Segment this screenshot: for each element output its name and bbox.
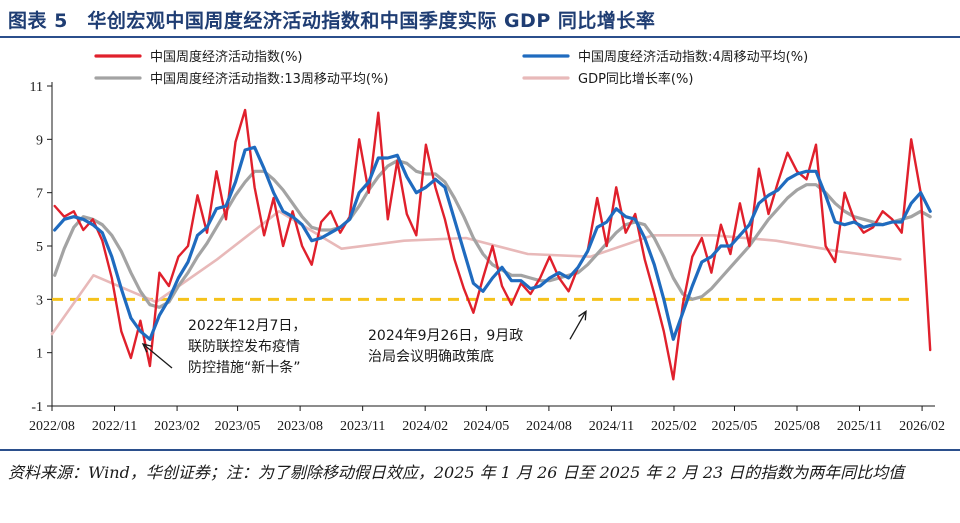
x-tick-label: 2023/08 <box>277 419 323 434</box>
legend-label-ma4-line: 中国周度经济活动指数:4周移动平均(%) <box>578 49 808 65</box>
x-tick-label: 2023/02 <box>154 419 200 434</box>
series-ma13-line <box>53 159 932 309</box>
x-tick-label: 2023/05 <box>215 419 261 434</box>
x-tick-label: 2024/11 <box>589 419 634 434</box>
source-note: 资料来源：Wind，华创证券；注：为了剔除移动假日效应，2025 年 1 月 2… <box>8 463 905 482</box>
annotation-text-2022: 联防联控发布疫情 <box>188 339 300 355</box>
x-tick-label: 2024/08 <box>526 419 572 434</box>
x-axis: 2022/08 2022/11 2023/02 2023/05 2023/08 2023/… <box>29 405 945 434</box>
source-rule <box>0 449 960 451</box>
annotation-text-2022: 防控措施“新十条” <box>188 359 301 376</box>
x-tick-label: 2022/08 <box>29 419 75 434</box>
y-axis: -1 1 3 5 7 9 11 <box>30 80 53 415</box>
chart-legend: 中国周度经济活动指数(%) 中国周度经济活动指数:4周移动平均(%) 中国周度经济活… <box>94 49 808 87</box>
series-gdp-yoy-line <box>50 210 902 336</box>
x-tick-label: 2023/11 <box>340 419 385 434</box>
x-tick-label: 2025/05 <box>712 419 758 434</box>
x-tick-label: 2022/11 <box>92 419 137 434</box>
y-tick-label: 3 <box>36 293 43 308</box>
legend-label-weekly-index-line: 中国周度经济活动指数(%) <box>150 49 303 65</box>
y-tick-label: 5 <box>36 240 43 255</box>
x-tick-label: 2025/08 <box>774 419 820 434</box>
annotation-text-2024: 2024年9月26日，9月政 <box>368 328 523 344</box>
x-tick-label: 2024/05 <box>463 419 509 434</box>
annotation-text-2024: 治局会议明确政策底 <box>368 348 494 365</box>
x-tick-label: 2026/02 <box>899 419 945 434</box>
series-weekly-index-line <box>53 108 932 381</box>
y-tick-label: 7 <box>36 187 43 202</box>
series-layer <box>50 108 932 381</box>
x-tick-label: 2024/02 <box>402 419 448 434</box>
figure-title: 图表 5 华创宏观中国周度经济活动指数和中国季度实际 GDP 同比增长率 <box>8 10 656 32</box>
annotation-arrow-2024 <box>569 311 587 340</box>
annotation-arrow-2024-head <box>578 310 587 321</box>
y-tick-label: 9 <box>36 133 43 148</box>
title-rule <box>0 36 960 38</box>
annotation-arrow-2022 <box>142 343 173 369</box>
series-ma4-line <box>53 145 932 341</box>
y-tick-label: 11 <box>30 80 43 95</box>
annotation-arrow-2022-head <box>141 343 152 353</box>
x-tick-label: 2025/02 <box>651 419 697 434</box>
x-tick-label: 2025/11 <box>837 419 882 434</box>
chart-area: 中国周度经济活动指数(%) 中国周度经济活动指数:4周移动平均(%) 中国周度经济活… <box>29 49 945 434</box>
y-tick-label: -1 <box>31 400 43 415</box>
y-tick-label: 1 <box>36 347 43 362</box>
legend-label-ma13-line: 中国周度经济活动指数:13周移动平均(%) <box>150 71 388 87</box>
legend-label-gdp-yoy-line: GDP同比增长率(%) <box>578 71 693 87</box>
annotation-text-2022: 2022年12月7日， <box>188 318 306 334</box>
figure-title-bar: 图表 5 华创宏观中国周度经济活动指数和中国季度实际 GDP 同比增长率 <box>0 0 960 36</box>
